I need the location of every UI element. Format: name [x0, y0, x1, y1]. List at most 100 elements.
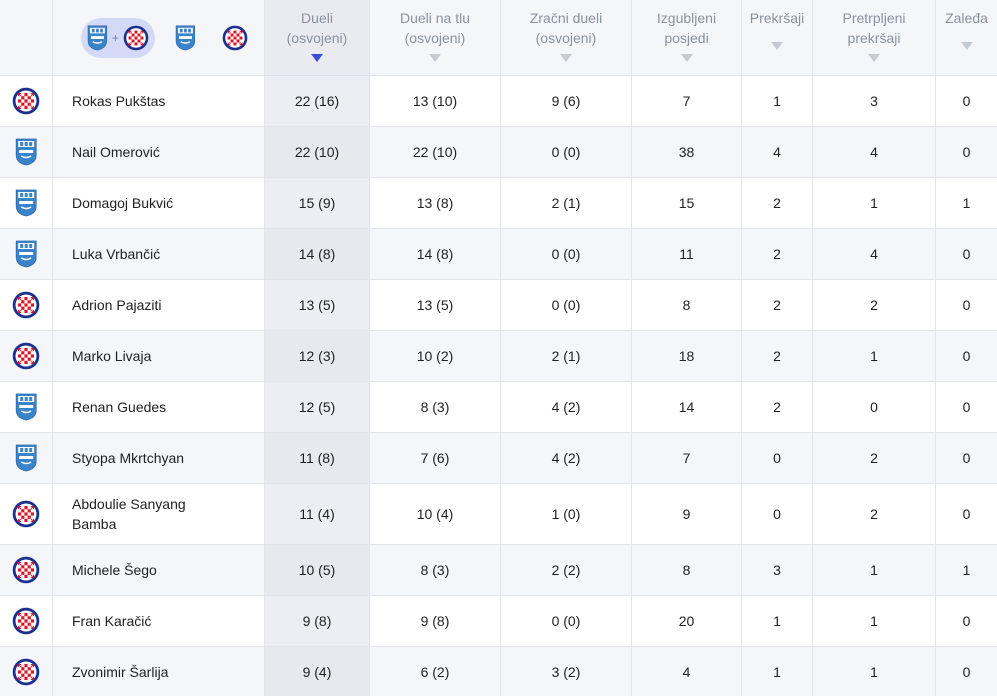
player-name[interactable]: Zvonimir Šarlija: [53, 647, 265, 696]
table-row[interactable]: Luka Vrbančić 14 (8) 14 (8) 0 (0) 11 2 4 0: [0, 229, 997, 280]
stat-suffered: 3: [813, 76, 936, 126]
filter-osijek[interactable]: [165, 18, 205, 58]
player-name[interactable]: Abdoulie Sanyang Bamba: [53, 484, 265, 544]
team-filter-group: +: [81, 17, 255, 58]
player-name[interactable]: Adrion Pajaziti: [53, 280, 265, 330]
stat-ground: 14 (8): [370, 229, 501, 279]
stat-duels: 12 (3): [265, 331, 370, 381]
stat-lost: 14: [632, 382, 742, 432]
stat-suffered: 0: [813, 382, 936, 432]
team-crest-icon: [15, 138, 37, 166]
stat-air: 2 (2): [501, 545, 632, 595]
team-crest-icon: [12, 291, 40, 319]
stat-duels: 9 (8): [265, 596, 370, 646]
table-row[interactable]: Fran Karačić 9 (8) 9 (8) 0 (0) 20 1 1 0: [0, 596, 997, 647]
table-row[interactable]: Nail Omerović 22 (10) 22 (10) 0 (0) 38 4 4 0: [0, 127, 997, 178]
stat-duels: 15 (9): [265, 178, 370, 228]
stat-ground: 13 (5): [370, 280, 501, 330]
column-header-label: Dueli: [301, 10, 333, 26]
player-name[interactable]: Styopa Mkrtchyan: [53, 433, 265, 483]
stat-offside: 0: [962, 506, 971, 522]
column-header-fouls-suffered[interactable]: Pretrpljeni prekršaji: [813, 0, 936, 75]
column-header-label: Zaleđa: [945, 10, 988, 26]
stat-fouls: 2: [742, 331, 813, 381]
team-crest-cell: [0, 433, 53, 483]
stat-lost: 18: [632, 331, 742, 381]
table-row[interactable]: Rokas Pukštas 22 (16) 13 (10) 9 (6) 7 1 3 0: [0, 76, 997, 127]
stat-duels: 12 (5): [265, 382, 370, 432]
table-row[interactable]: Zvonimir Šarlija 9 (4) 6 (2) 3 (2) 4 1 1 0: [0, 647, 997, 696]
stat-offside: 0: [962, 348, 971, 364]
stat-duels: 14 (8): [265, 229, 370, 279]
stat-offside: 1: [962, 195, 971, 211]
table-row[interactable]: Renan Guedes 12 (5) 8 (3) 4 (2) 14 2 0 0: [0, 382, 997, 433]
sort-arrow-icon: [680, 54, 693, 62]
stat-suffered: 2: [813, 484, 936, 544]
stat-suffered: 2: [813, 433, 936, 483]
stat-lost: 7: [632, 433, 742, 483]
stat-air: 0 (0): [501, 280, 632, 330]
stat-fouls: 1: [742, 596, 813, 646]
sort-arrow-icon: [429, 54, 441, 62]
player-name[interactable]: Domagoj Bukvić: [53, 178, 265, 228]
team-crest-cell: [0, 545, 53, 595]
stat-air: 2 (1): [501, 331, 632, 381]
player-name[interactable]: Luka Vrbančić: [53, 229, 265, 279]
stat-fouls: 1: [742, 647, 813, 696]
hajduk-crest-icon: [123, 24, 149, 51]
stat-duels: 22 (10): [265, 127, 370, 177]
stat-lost: 38: [632, 127, 742, 177]
stat-offside: 0: [962, 297, 971, 313]
team-crest-icon: [12, 556, 40, 584]
player-name[interactable]: Marko Livaja: [53, 331, 265, 381]
stat-suffered: 2: [813, 280, 936, 330]
table-row[interactable]: Styopa Mkrtchyan 11 (8) 7 (6) 4 (2) 7 0 2 0: [0, 433, 997, 484]
stat-fouls: 2: [742, 280, 813, 330]
stat-air: 0 (0): [501, 596, 632, 646]
team-crest-icon: [12, 658, 40, 686]
stat-fouls: 2: [742, 382, 813, 432]
stat-suffered: 1: [813, 596, 936, 646]
stat-duels: 11 (4): [265, 484, 370, 544]
stat-ground: 13 (10): [370, 76, 501, 126]
player-name[interactable]: Fran Karačić: [53, 596, 265, 646]
sort-arrow-icon: [771, 42, 783, 50]
column-header-label: Dueli na tlu: [399, 10, 471, 26]
column-header-duels[interactable]: Dueli (osvojeni): [265, 0, 370, 75]
stat-duels: 9 (4): [265, 647, 370, 696]
team-crest-cell: [0, 596, 53, 646]
column-header-aerial-duels[interactable]: Zračni dueli (osvojeni): [501, 0, 632, 75]
osijek-crest-icon: [175, 25, 196, 51]
column-header-label: (osvojeni): [404, 30, 466, 46]
player-name[interactable]: Rokas Pukštas: [53, 76, 265, 126]
team-crest-cell: [0, 331, 53, 381]
player-name[interactable]: Nail Omerović: [53, 127, 265, 177]
table-row[interactable]: Adrion Pajaziti 13 (5) 13 (5) 0 (0) 8 2 2 0: [0, 280, 997, 331]
table-row[interactable]: Domagoj Bukvić 15 (9) 13 (8) 2 (1) 15 2 1 1: [0, 178, 997, 229]
stat-offside: 0: [962, 450, 971, 466]
stat-duels: 11 (8): [265, 433, 370, 483]
filter-hajduk[interactable]: [215, 18, 255, 58]
table-row[interactable]: Michele Šego 10 (5) 8 (3) 2 (2) 8 3 1 1: [0, 545, 997, 596]
table-row[interactable]: Abdoulie Sanyang Bamba 11 (4) 10 (4) 1 (0) 9…: [0, 484, 997, 545]
column-header-lost-possession[interactable]: Izgubljeni posjedi: [632, 0, 742, 75]
team-crest-cell: [0, 178, 53, 228]
filter-both-teams[interactable]: +: [81, 17, 155, 58]
table-row[interactable]: Marko Livaja 12 (3) 10 (2) 2 (1) 18 2 1 0: [0, 331, 997, 382]
player-name[interactable]: Renan Guedes: [53, 382, 265, 432]
stat-fouls: 2: [742, 229, 813, 279]
stat-offside: 0: [962, 613, 971, 629]
plus-label: +: [111, 30, 119, 45]
table-body: Rokas Pukštas 22 (16) 13 (10) 9 (6) 7 1 3 0 Nai…: [0, 76, 997, 696]
player-name[interactable]: Michele Šego: [53, 545, 265, 595]
stat-lost: 4: [632, 647, 742, 696]
table-header: +: [0, 0, 997, 76]
stat-lost: 9: [632, 484, 742, 544]
stat-offside: 0: [962, 664, 971, 680]
stat-suffered: 1: [813, 178, 936, 228]
stat-suffered: 1: [813, 331, 936, 381]
stat-ground: 7 (6): [370, 433, 501, 483]
column-header-fouls[interactable]: Prekršaji: [742, 0, 813, 75]
column-header-ground-duels[interactable]: Dueli na tlu (osvojeni): [370, 0, 501, 75]
column-header-offsides[interactable]: Zaleđa: [936, 0, 997, 75]
